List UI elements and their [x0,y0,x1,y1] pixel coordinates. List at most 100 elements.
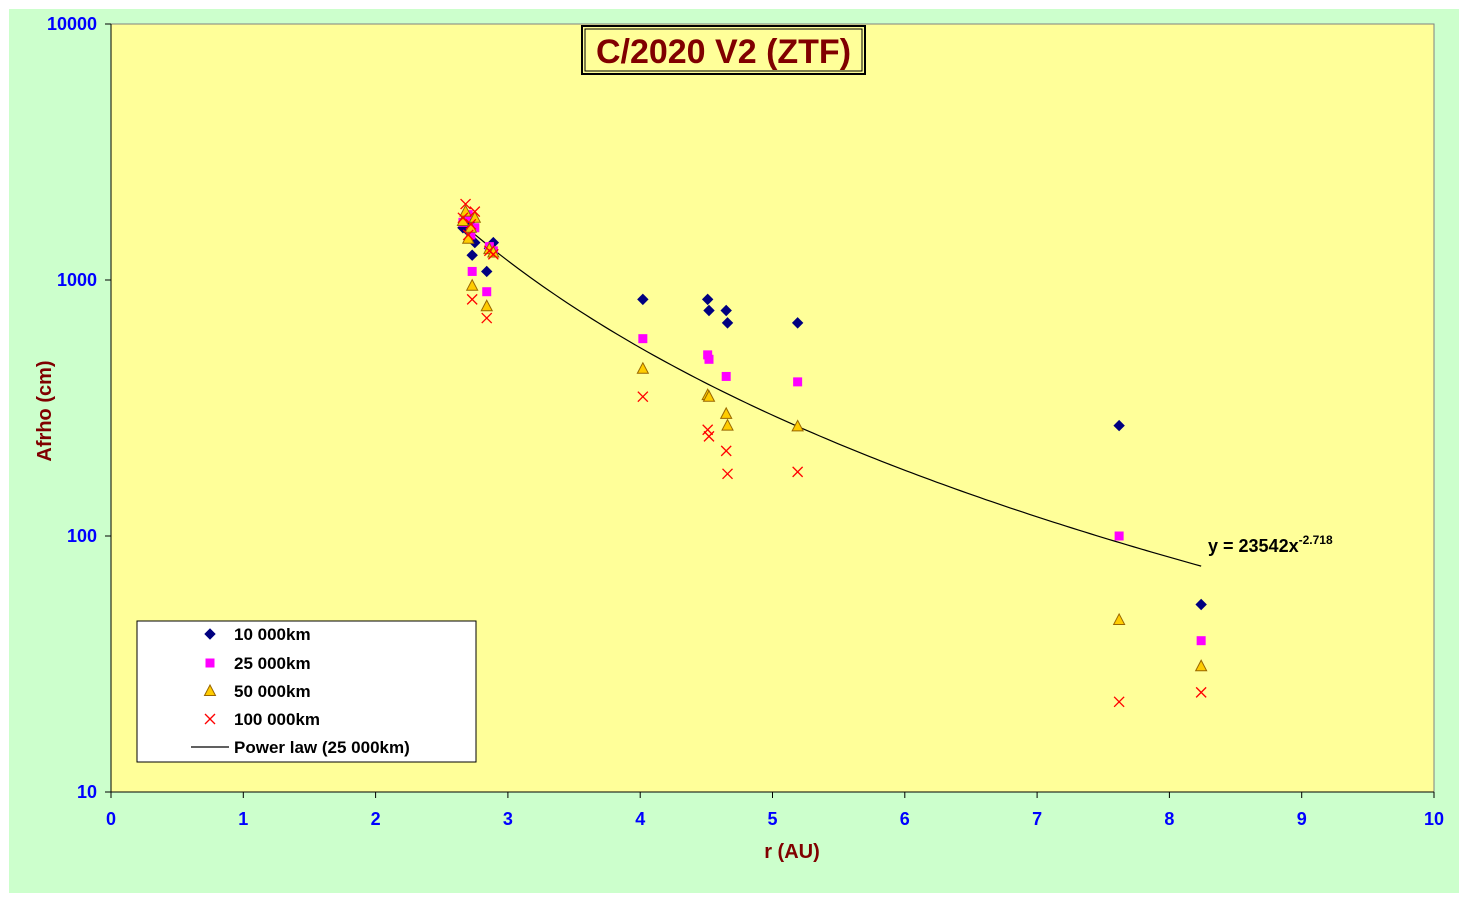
x-stroke [702,424,714,436]
legend-label: 25 000km [234,654,311,673]
data-point [1113,696,1125,708]
y-tick-label: 10 [77,782,97,802]
legend-label: 100 000km [234,710,320,729]
data-point [703,430,715,442]
x-tick-label: 1 [238,809,248,829]
data-point [468,210,482,223]
data-point [701,293,714,306]
data-point [457,212,469,224]
y-tick-label: 10000 [47,14,97,34]
x-stroke [720,445,732,457]
data-point [791,317,804,329]
data-point [467,266,477,276]
x-tick-label: 0 [106,809,116,829]
legend-label: Power law (25 000km) [234,738,410,757]
data-point [637,293,649,306]
data-points [456,198,1208,708]
legend-marker [204,713,216,725]
equation-label: y = 23542x-2.718 [1208,533,1333,556]
y-axis-title: Afrho (cm) [34,360,56,461]
legend-marker [203,683,217,696]
x-tick-label: 7 [1032,809,1042,829]
data-point [722,468,733,480]
data-point [702,389,716,402]
data-point [482,287,492,297]
data-point [469,206,481,218]
data-point [721,317,734,329]
data-point [480,299,494,312]
data-point [1114,531,1124,541]
legend: 10 000km 25 000km 50 000km 100 000km Power l… [136,620,477,763]
x-stroke [469,206,481,218]
legend-marker [204,628,216,640]
x-tick-label: 8 [1164,809,1174,829]
data-point [719,406,733,419]
x-stroke [462,229,474,241]
legend-label: 10 000km [234,625,311,644]
legend-marker [205,658,215,668]
power-law-line [462,223,1202,567]
x-stroke [487,248,499,260]
data-point [1194,659,1208,672]
y-tick-label: 1000 [57,270,97,290]
x-stroke [465,218,477,230]
chart-title-box: C/2020 V2 (ZTF) [581,25,866,75]
data-point [1112,612,1126,625]
x-tick-label: 4 [635,809,645,829]
x-stroke [637,391,649,403]
data-point [462,229,474,241]
data-point [638,334,648,344]
x-stroke [1113,696,1125,708]
x-stroke [703,430,715,442]
x-axis-title: r (AU) [764,841,820,863]
data-point [459,204,472,217]
data-point [636,361,650,374]
data-point [720,445,732,457]
x-stroke [457,212,469,224]
data-point [721,418,734,431]
data-point [465,278,479,291]
x-tick-label: 3 [503,809,513,829]
equation-exponent: -2.718 [1299,533,1333,547]
data-point [702,424,714,436]
trendline [462,223,1202,567]
y-tick-label: 100 [67,526,97,546]
x-tick-label: 2 [371,809,381,829]
x-tick-label: 10 [1424,809,1444,829]
data-point [466,293,478,305]
data-point [1113,419,1125,432]
data-point [487,248,499,260]
x-stroke [722,468,733,480]
data-point [481,265,493,278]
data-point [792,466,804,478]
data-point [721,371,731,381]
data-point [1196,636,1206,646]
x-stroke [466,293,478,305]
x-stroke [1195,686,1207,698]
y-axis: 10 100 1000 10000 [47,14,112,802]
x-axis: 0 1 2 3 4 5 6 7 8 9 10 [106,791,1444,829]
data-point [791,419,804,432]
data-point [1195,598,1207,611]
data-point [466,249,478,261]
x-tick-label: 9 [1297,809,1307,829]
data-point [1195,686,1207,698]
chart-title: C/2020 V2 (ZTF) [596,33,851,71]
data-point [720,304,732,317]
x-tick-label: 6 [900,809,910,829]
data-point [637,391,649,403]
data-point [481,312,493,324]
series-3 [457,198,1207,708]
x-tick-label: 5 [767,809,777,829]
x-stroke [460,198,472,210]
legend-label: 50 000km [234,682,311,701]
x-stroke [481,312,493,324]
data-point [460,198,472,210]
data-point [704,354,714,364]
x-stroke [792,466,804,478]
data-point [703,304,715,317]
data-point [466,230,476,240]
data-point [793,377,803,387]
